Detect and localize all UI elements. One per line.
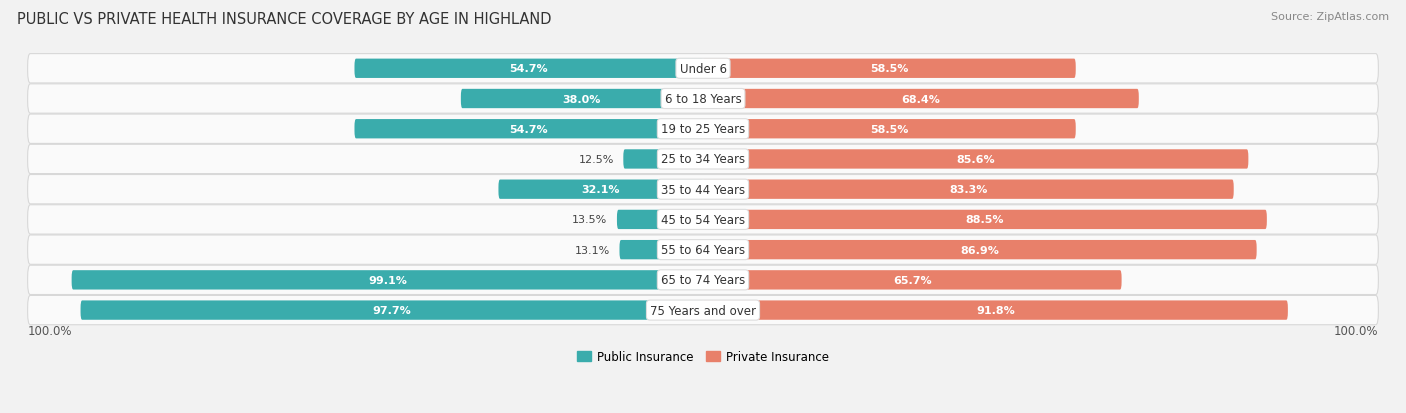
Text: 32.1%: 32.1% xyxy=(582,185,620,195)
Text: 13.5%: 13.5% xyxy=(572,215,607,225)
FancyBboxPatch shape xyxy=(703,240,1257,260)
Text: 6 to 18 Years: 6 to 18 Years xyxy=(665,93,741,106)
FancyBboxPatch shape xyxy=(703,271,1122,290)
Text: 91.8%: 91.8% xyxy=(976,305,1015,315)
FancyBboxPatch shape xyxy=(703,59,1076,79)
FancyBboxPatch shape xyxy=(28,175,1378,204)
Text: 68.4%: 68.4% xyxy=(901,94,941,104)
Text: 100.0%: 100.0% xyxy=(1334,324,1378,337)
FancyBboxPatch shape xyxy=(28,55,1378,84)
Text: PUBLIC VS PRIVATE HEALTH INSURANCE COVERAGE BY AGE IN HIGHLAND: PUBLIC VS PRIVATE HEALTH INSURANCE COVER… xyxy=(17,12,551,27)
FancyBboxPatch shape xyxy=(28,205,1378,235)
FancyBboxPatch shape xyxy=(354,59,703,79)
FancyBboxPatch shape xyxy=(28,235,1378,265)
Text: 54.7%: 54.7% xyxy=(509,64,548,74)
Text: 12.5%: 12.5% xyxy=(578,154,614,164)
FancyBboxPatch shape xyxy=(703,210,1267,230)
FancyBboxPatch shape xyxy=(703,120,1076,139)
Text: 88.5%: 88.5% xyxy=(966,215,1004,225)
Text: 97.7%: 97.7% xyxy=(373,305,411,315)
Text: 25 to 34 Years: 25 to 34 Years xyxy=(661,153,745,166)
Text: 83.3%: 83.3% xyxy=(949,185,987,195)
FancyBboxPatch shape xyxy=(703,150,1249,169)
FancyBboxPatch shape xyxy=(461,90,703,109)
Text: 58.5%: 58.5% xyxy=(870,64,908,74)
Text: 85.6%: 85.6% xyxy=(956,154,995,164)
Text: 13.1%: 13.1% xyxy=(575,245,610,255)
FancyBboxPatch shape xyxy=(703,180,1233,199)
Text: Source: ZipAtlas.com: Source: ZipAtlas.com xyxy=(1271,12,1389,22)
FancyBboxPatch shape xyxy=(499,180,703,199)
FancyBboxPatch shape xyxy=(72,271,703,290)
Text: 38.0%: 38.0% xyxy=(562,94,602,104)
Legend: Public Insurance, Private Insurance: Public Insurance, Private Insurance xyxy=(572,346,834,368)
Text: 100.0%: 100.0% xyxy=(28,324,72,337)
FancyBboxPatch shape xyxy=(620,240,703,260)
Text: 86.9%: 86.9% xyxy=(960,245,1000,255)
FancyBboxPatch shape xyxy=(28,266,1378,295)
Text: 54.7%: 54.7% xyxy=(509,124,548,134)
FancyBboxPatch shape xyxy=(28,145,1378,174)
Text: 65.7%: 65.7% xyxy=(893,275,932,285)
Text: 99.1%: 99.1% xyxy=(368,275,406,285)
Text: 35 to 44 Years: 35 to 44 Years xyxy=(661,183,745,196)
FancyBboxPatch shape xyxy=(703,90,1139,109)
FancyBboxPatch shape xyxy=(28,115,1378,144)
Text: 19 to 25 Years: 19 to 25 Years xyxy=(661,123,745,136)
FancyBboxPatch shape xyxy=(28,85,1378,114)
Text: Under 6: Under 6 xyxy=(679,63,727,76)
Text: 58.5%: 58.5% xyxy=(870,124,908,134)
Text: 65 to 74 Years: 65 to 74 Years xyxy=(661,274,745,287)
Text: 75 Years and over: 75 Years and over xyxy=(650,304,756,317)
FancyBboxPatch shape xyxy=(623,150,703,169)
FancyBboxPatch shape xyxy=(617,210,703,230)
FancyBboxPatch shape xyxy=(703,301,1288,320)
FancyBboxPatch shape xyxy=(28,296,1378,325)
FancyBboxPatch shape xyxy=(80,301,703,320)
Text: 45 to 54 Years: 45 to 54 Years xyxy=(661,214,745,226)
Text: 55 to 64 Years: 55 to 64 Years xyxy=(661,244,745,256)
FancyBboxPatch shape xyxy=(354,120,703,139)
